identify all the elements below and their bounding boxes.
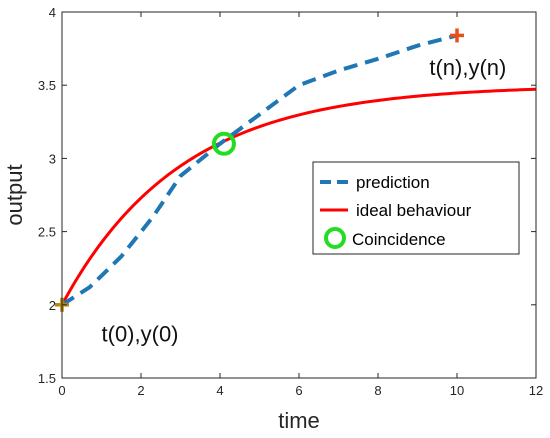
x-tick-label: 4 [216,383,223,398]
y-tick-label: 3 [49,151,56,166]
x-tick-label: 8 [374,383,381,398]
annotation-label-0: t(0),y(0) [102,321,179,346]
x-tick-label: 12 [529,383,543,398]
legend-label-prediction: prediction [356,173,430,192]
series-layer [60,33,537,307]
legend: prediction ideal behaviour Coincidence [312,161,520,255]
legend-swatch-coincidence [324,227,346,249]
y-tick-label: 1.5 [38,371,56,386]
legend-label-coincidence: Coincidence [352,230,446,249]
y-tick-label: 2.5 [38,225,56,240]
ticks-layer: 0 2 4 6 8 10 12 1.5 2 2.5 3 3.5 4 [38,5,543,398]
x-tick-label: 2 [137,383,144,398]
y-tick-label: 2 [49,298,56,313]
series-line-ideal-behaviour [60,87,537,306]
annotation-layer: t(0),y(0) t(n),y(n) [102,55,507,346]
x-axis-label: time [278,408,320,433]
series-line-prediction [60,33,458,307]
y-tick-label: 3.5 [38,78,56,93]
x-tick-label: 10 [450,383,464,398]
coincidence-marker [211,131,236,156]
legend-box [312,161,520,255]
y-axis-label: output [2,164,27,225]
plus-marker-1 [450,28,464,43]
annotation-label-1: t(n),y(n) [429,55,506,80]
x-tick-label: 6 [295,383,302,398]
legend-label-ideal-behaviour: ideal behaviour [356,201,472,220]
x-tick-label: 0 [58,383,65,398]
y-tick-label: 4 [49,5,56,20]
